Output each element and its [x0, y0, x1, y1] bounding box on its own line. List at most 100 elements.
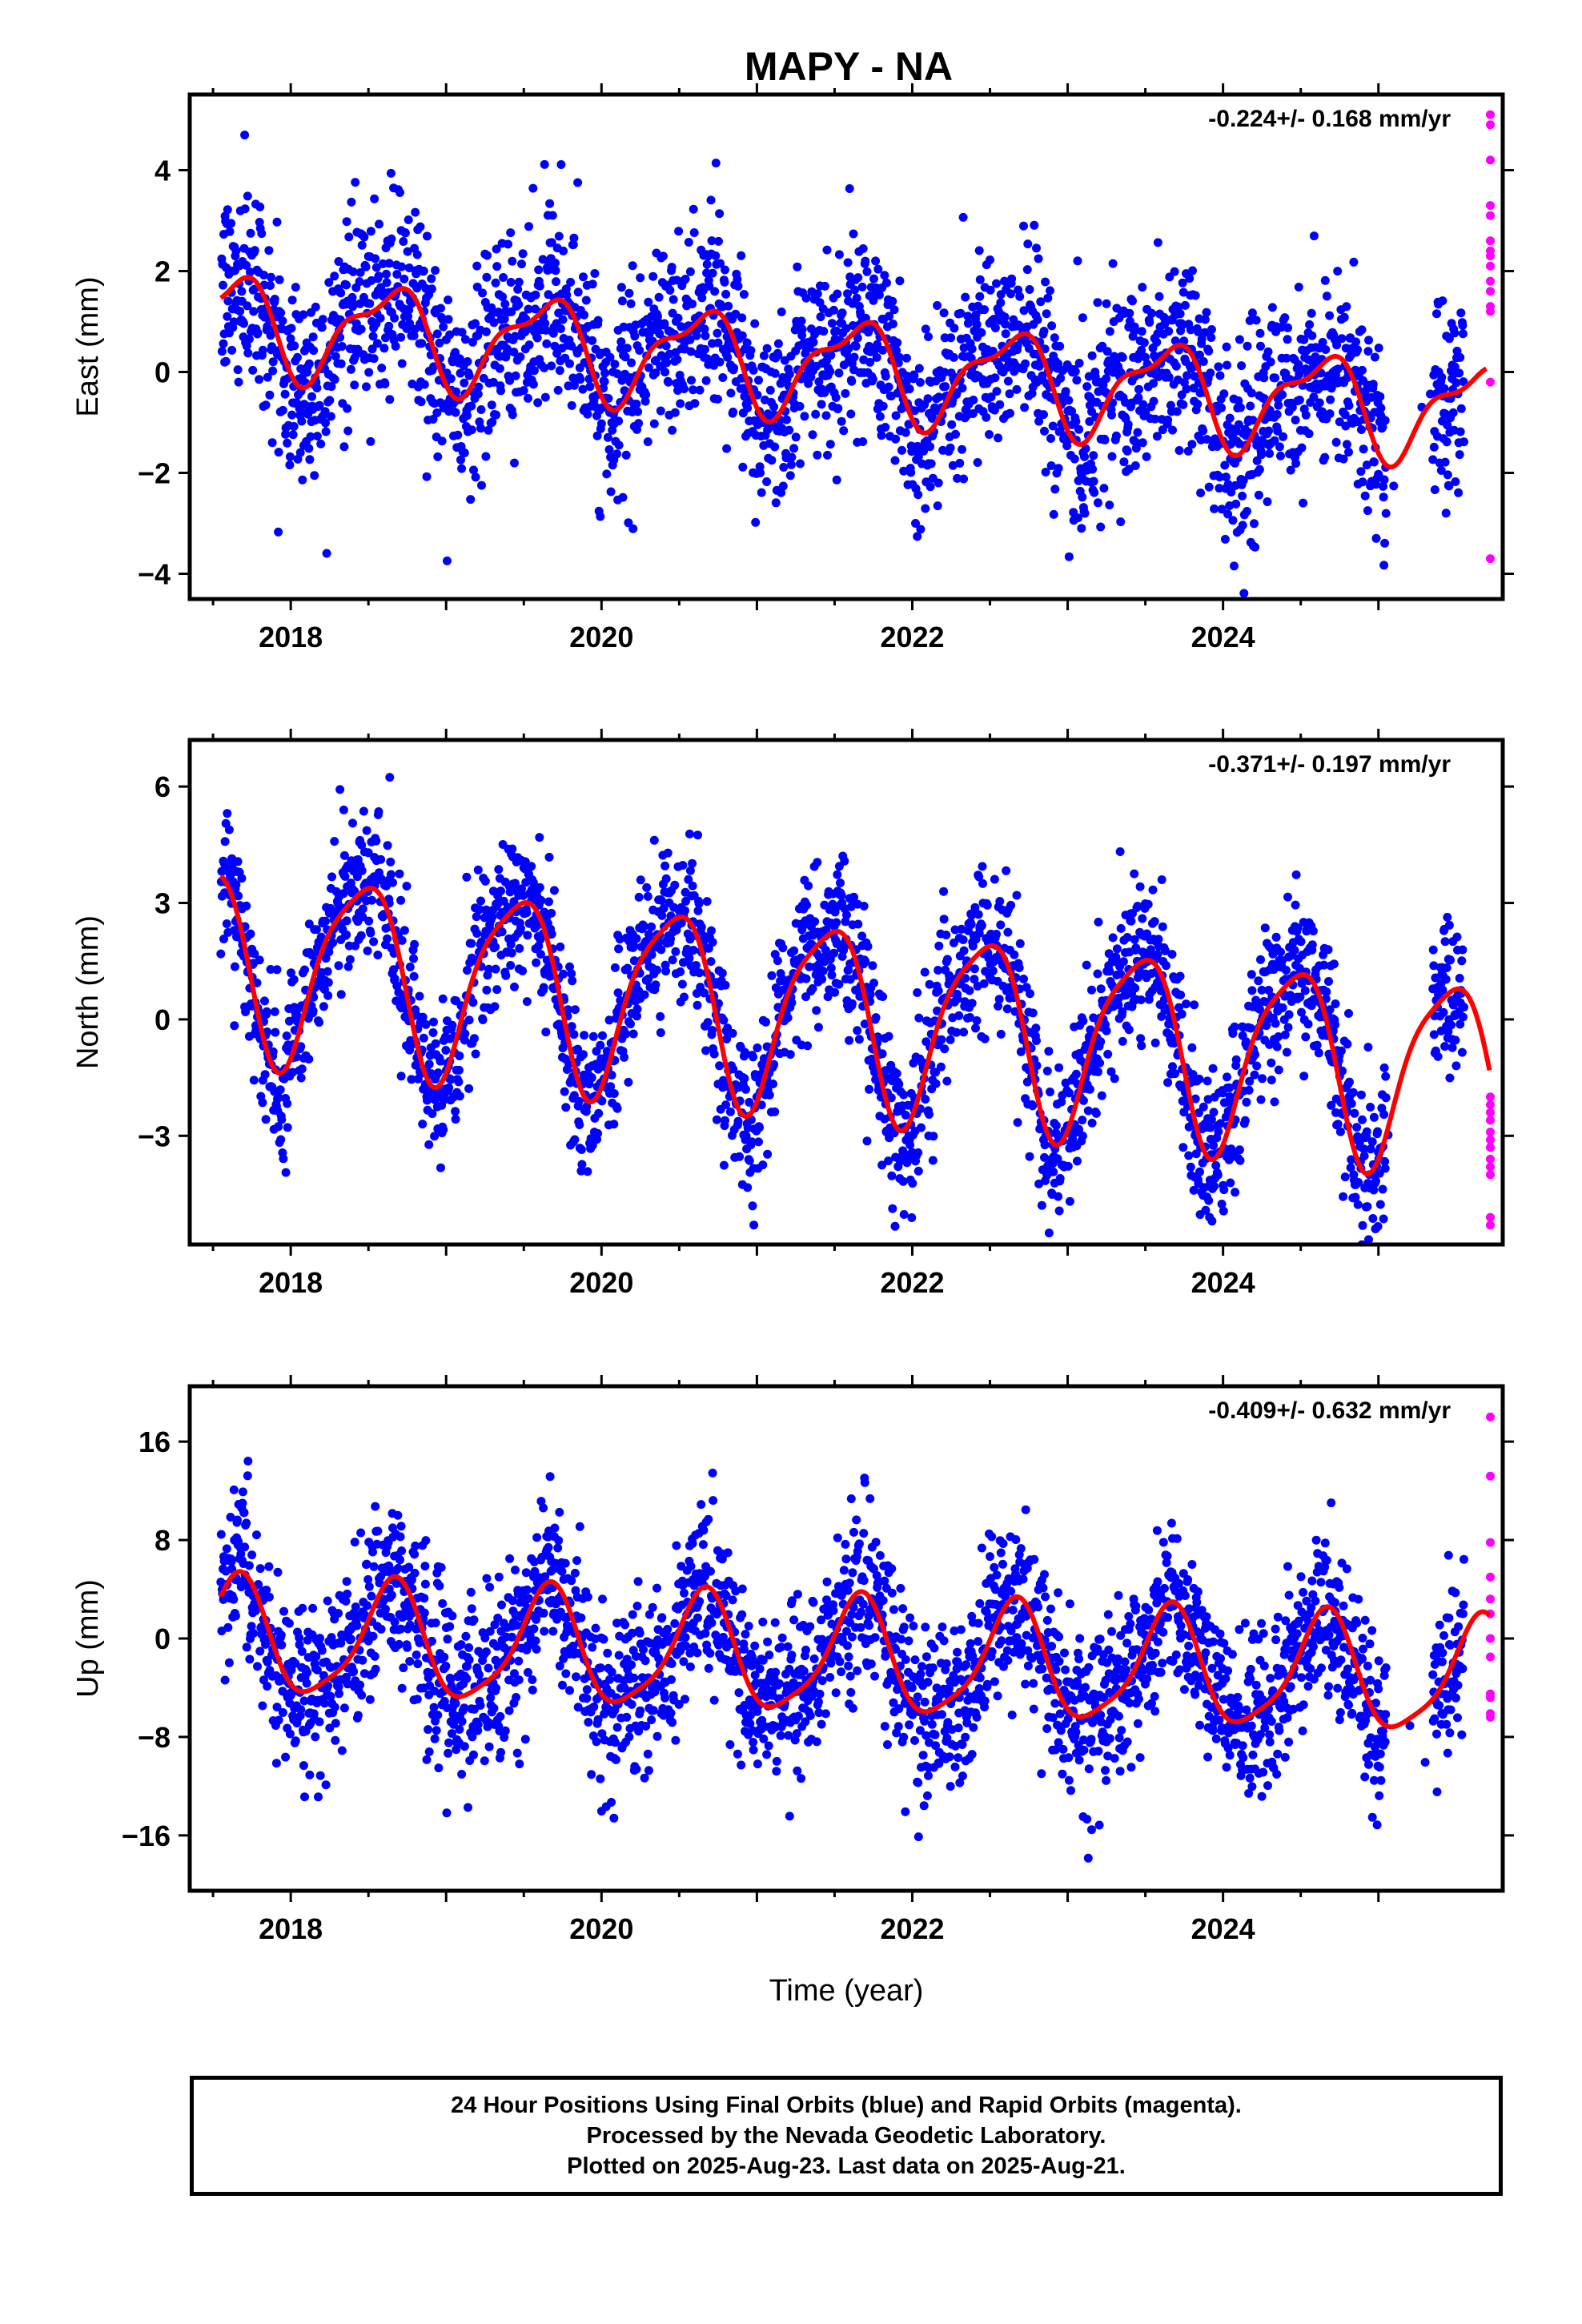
final-orbit-point	[928, 1156, 938, 1165]
final-orbit-point	[819, 327, 829, 336]
final-orbit-point	[1220, 534, 1230, 544]
final-orbit-point	[1286, 465, 1295, 475]
final-orbit-point	[371, 254, 380, 263]
final-orbit-point	[262, 1007, 271, 1016]
final-orbit-point	[514, 300, 524, 309]
final-orbit-point	[1239, 476, 1248, 485]
final-orbit-point	[769, 1080, 777, 1088]
final-orbit-point	[695, 385, 705, 395]
final-orbit-point	[920, 967, 930, 977]
final-orbit-point	[934, 941, 944, 951]
final-orbit-point	[1257, 450, 1266, 460]
final-orbit-point	[1443, 420, 1452, 430]
final-orbit-point	[1204, 482, 1214, 492]
final-orbit-point	[339, 850, 349, 860]
final-orbit-point	[825, 367, 835, 376]
final-orbit-point	[299, 310, 308, 320]
final-orbit-point	[1215, 472, 1224, 482]
final-orbit-point	[959, 946, 969, 955]
final-orbit-point	[899, 1210, 909, 1219]
final-orbit-point	[387, 234, 396, 243]
final-orbit-point	[1273, 426, 1283, 436]
final-orbit-point	[700, 324, 709, 334]
final-orbit-point	[715, 209, 725, 219]
final-orbit-point	[242, 901, 251, 911]
final-orbit-point	[1251, 1050, 1260, 1059]
final-orbit-point	[1281, 966, 1291, 975]
final-orbit-point	[940, 368, 950, 377]
final-orbit-point	[1279, 432, 1288, 441]
final-orbit-point	[344, 232, 354, 242]
final-orbit-point	[1133, 902, 1142, 911]
final-orbit-point	[1295, 396, 1304, 404]
final-orbit-point	[958, 444, 966, 454]
final-orbit-point	[478, 1015, 488, 1024]
final-orbit-point	[1442, 437, 1452, 447]
final-orbit-point	[583, 1167, 592, 1176]
final-orbit-point	[469, 465, 478, 475]
final-orbit-point	[242, 260, 251, 270]
final-orbit-point	[460, 448, 469, 457]
final-orbit-point	[681, 275, 690, 283]
final-orbit-point	[464, 1084, 474, 1093]
final-orbit-point	[1102, 299, 1111, 308]
final-orbit-point	[490, 1002, 500, 1011]
final-orbit-point	[535, 833, 544, 842]
final-orbit-point	[891, 411, 901, 420]
final-orbit-point	[293, 454, 303, 464]
final-orbit-point	[1245, 316, 1255, 325]
final-orbit-point	[471, 1049, 480, 1059]
final-orbit-point	[708, 938, 717, 947]
rapid-orbit-point	[1486, 287, 1495, 296]
final-orbit-point	[457, 328, 467, 337]
final-orbit-point	[396, 332, 406, 342]
final-orbit-point	[1157, 875, 1166, 884]
final-orbit-point	[1381, 509, 1391, 518]
final-orbit-point	[342, 217, 351, 227]
final-orbit-point	[1044, 1228, 1054, 1238]
final-orbit-point	[1207, 1115, 1216, 1124]
final-orbit-point	[552, 277, 560, 287]
final-orbit-point	[422, 472, 432, 481]
final-orbit-point	[1275, 442, 1284, 452]
final-orbit-point	[779, 463, 789, 472]
final-orbit-point	[852, 293, 861, 303]
final-orbit-point	[869, 296, 878, 305]
final-orbit-point	[1267, 1058, 1276, 1068]
final-orbit-point	[737, 251, 746, 260]
final-orbit-point	[570, 1135, 580, 1144]
final-orbit-point	[270, 1007, 279, 1016]
final-orbit-point	[1182, 384, 1191, 394]
final-orbit-point	[677, 979, 687, 989]
final-orbit-point	[330, 375, 339, 384]
final-orbit-point	[477, 480, 486, 490]
final-orbit-point	[649, 835, 659, 845]
final-orbit-point	[1182, 999, 1191, 1009]
final-orbit-point	[958, 384, 967, 393]
final-orbit-point	[994, 995, 1004, 1004]
final-orbit-point	[1274, 400, 1283, 410]
final-orbit-point	[424, 1140, 434, 1149]
rapid-orbit-point	[1486, 201, 1495, 211]
final-orbit-point	[1115, 847, 1125, 856]
final-orbit-point	[949, 352, 958, 362]
final-orbit-point	[532, 333, 542, 343]
final-orbit-point	[756, 468, 765, 477]
final-orbit-point	[541, 1027, 551, 1037]
final-orbit-point	[1088, 464, 1098, 474]
final-orbit-point	[240, 204, 250, 214]
final-orbit-point	[1096, 522, 1106, 532]
final-orbit-point	[1190, 372, 1199, 381]
final-orbit-point	[478, 288, 488, 298]
final-orbit-point	[712, 1115, 721, 1124]
final-orbit-point	[723, 352, 733, 362]
final-orbit-point	[931, 1079, 941, 1088]
final-orbit-point	[1272, 410, 1282, 419]
final-orbit-point	[721, 980, 730, 990]
final-orbit-point	[407, 1075, 416, 1084]
final-orbit-point	[849, 892, 858, 902]
final-orbit-point	[295, 448, 305, 457]
final-orbit-point	[954, 1011, 964, 1020]
final-orbit-point	[814, 377, 824, 387]
final-orbit-point	[585, 382, 595, 392]
